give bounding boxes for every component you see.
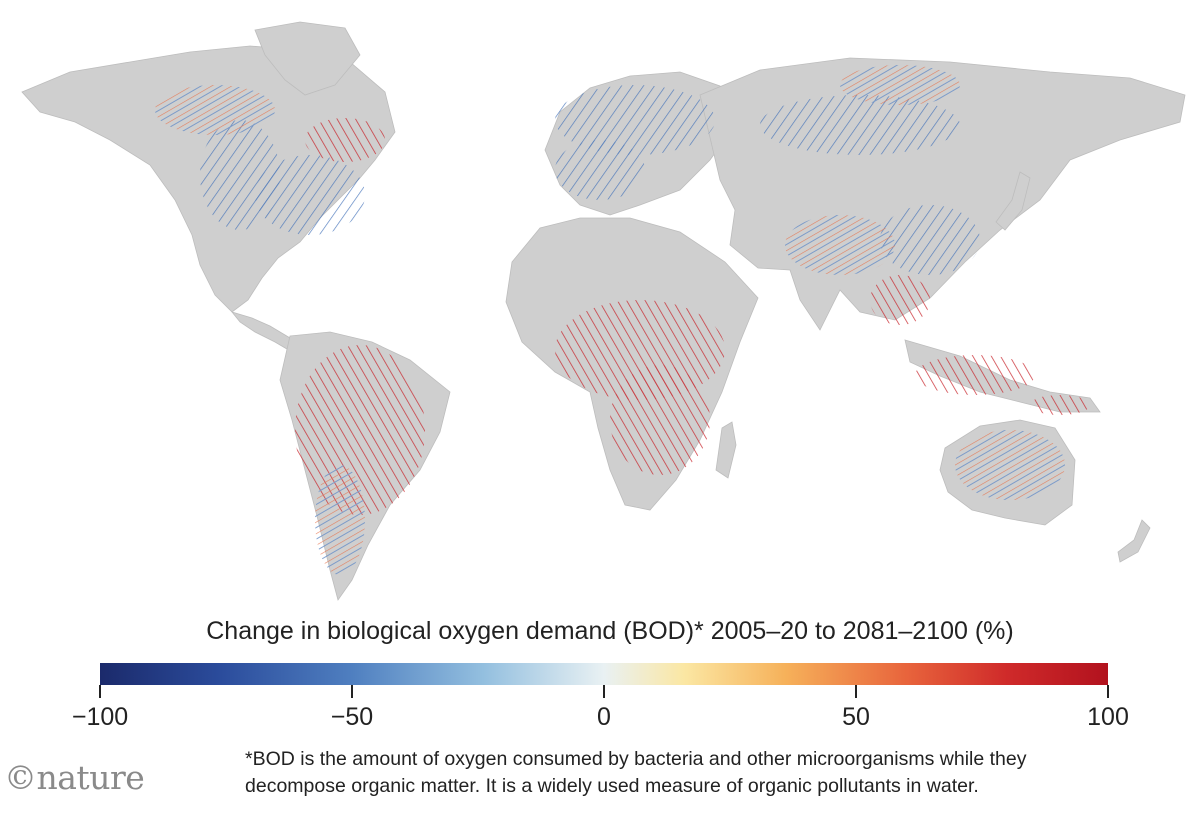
greenland [254, 21, 361, 96]
legend-title: Change in biological oxygen demand (BOD)… [206, 617, 1014, 645]
footnote: *BOD is the amount of oxygen consumed by… [245, 746, 1200, 800]
colorbar [100, 663, 1108, 685]
colorbar-tick-label: −100 [71, 703, 129, 731]
colorbar-tick [855, 685, 857, 698]
colorbar-tick [603, 685, 605, 698]
footnote-line-1: *BOD is the amount of oxygen consumed by… [245, 748, 1027, 770]
nature-logo: ©nature [4, 758, 145, 797]
colorbar-tick-label: −50 [330, 703, 374, 731]
bod-change-overlay [155, 65, 1090, 575]
world-map [21, 21, 1186, 601]
colorbar-tick [351, 685, 353, 698]
japan [995, 171, 1031, 231]
colorbar-tick [1107, 685, 1109, 698]
colorbar-tick-label: 50 [842, 703, 870, 731]
colorbar-tick [99, 685, 101, 698]
colorbar-tick-label: 100 [1087, 703, 1129, 731]
footnote-line-2: decompose organic matter. It is a widely… [245, 775, 979, 797]
colorbar-tick-label: 0 [597, 703, 611, 731]
madagascar [715, 421, 737, 479]
new-zealand [1117, 519, 1151, 563]
